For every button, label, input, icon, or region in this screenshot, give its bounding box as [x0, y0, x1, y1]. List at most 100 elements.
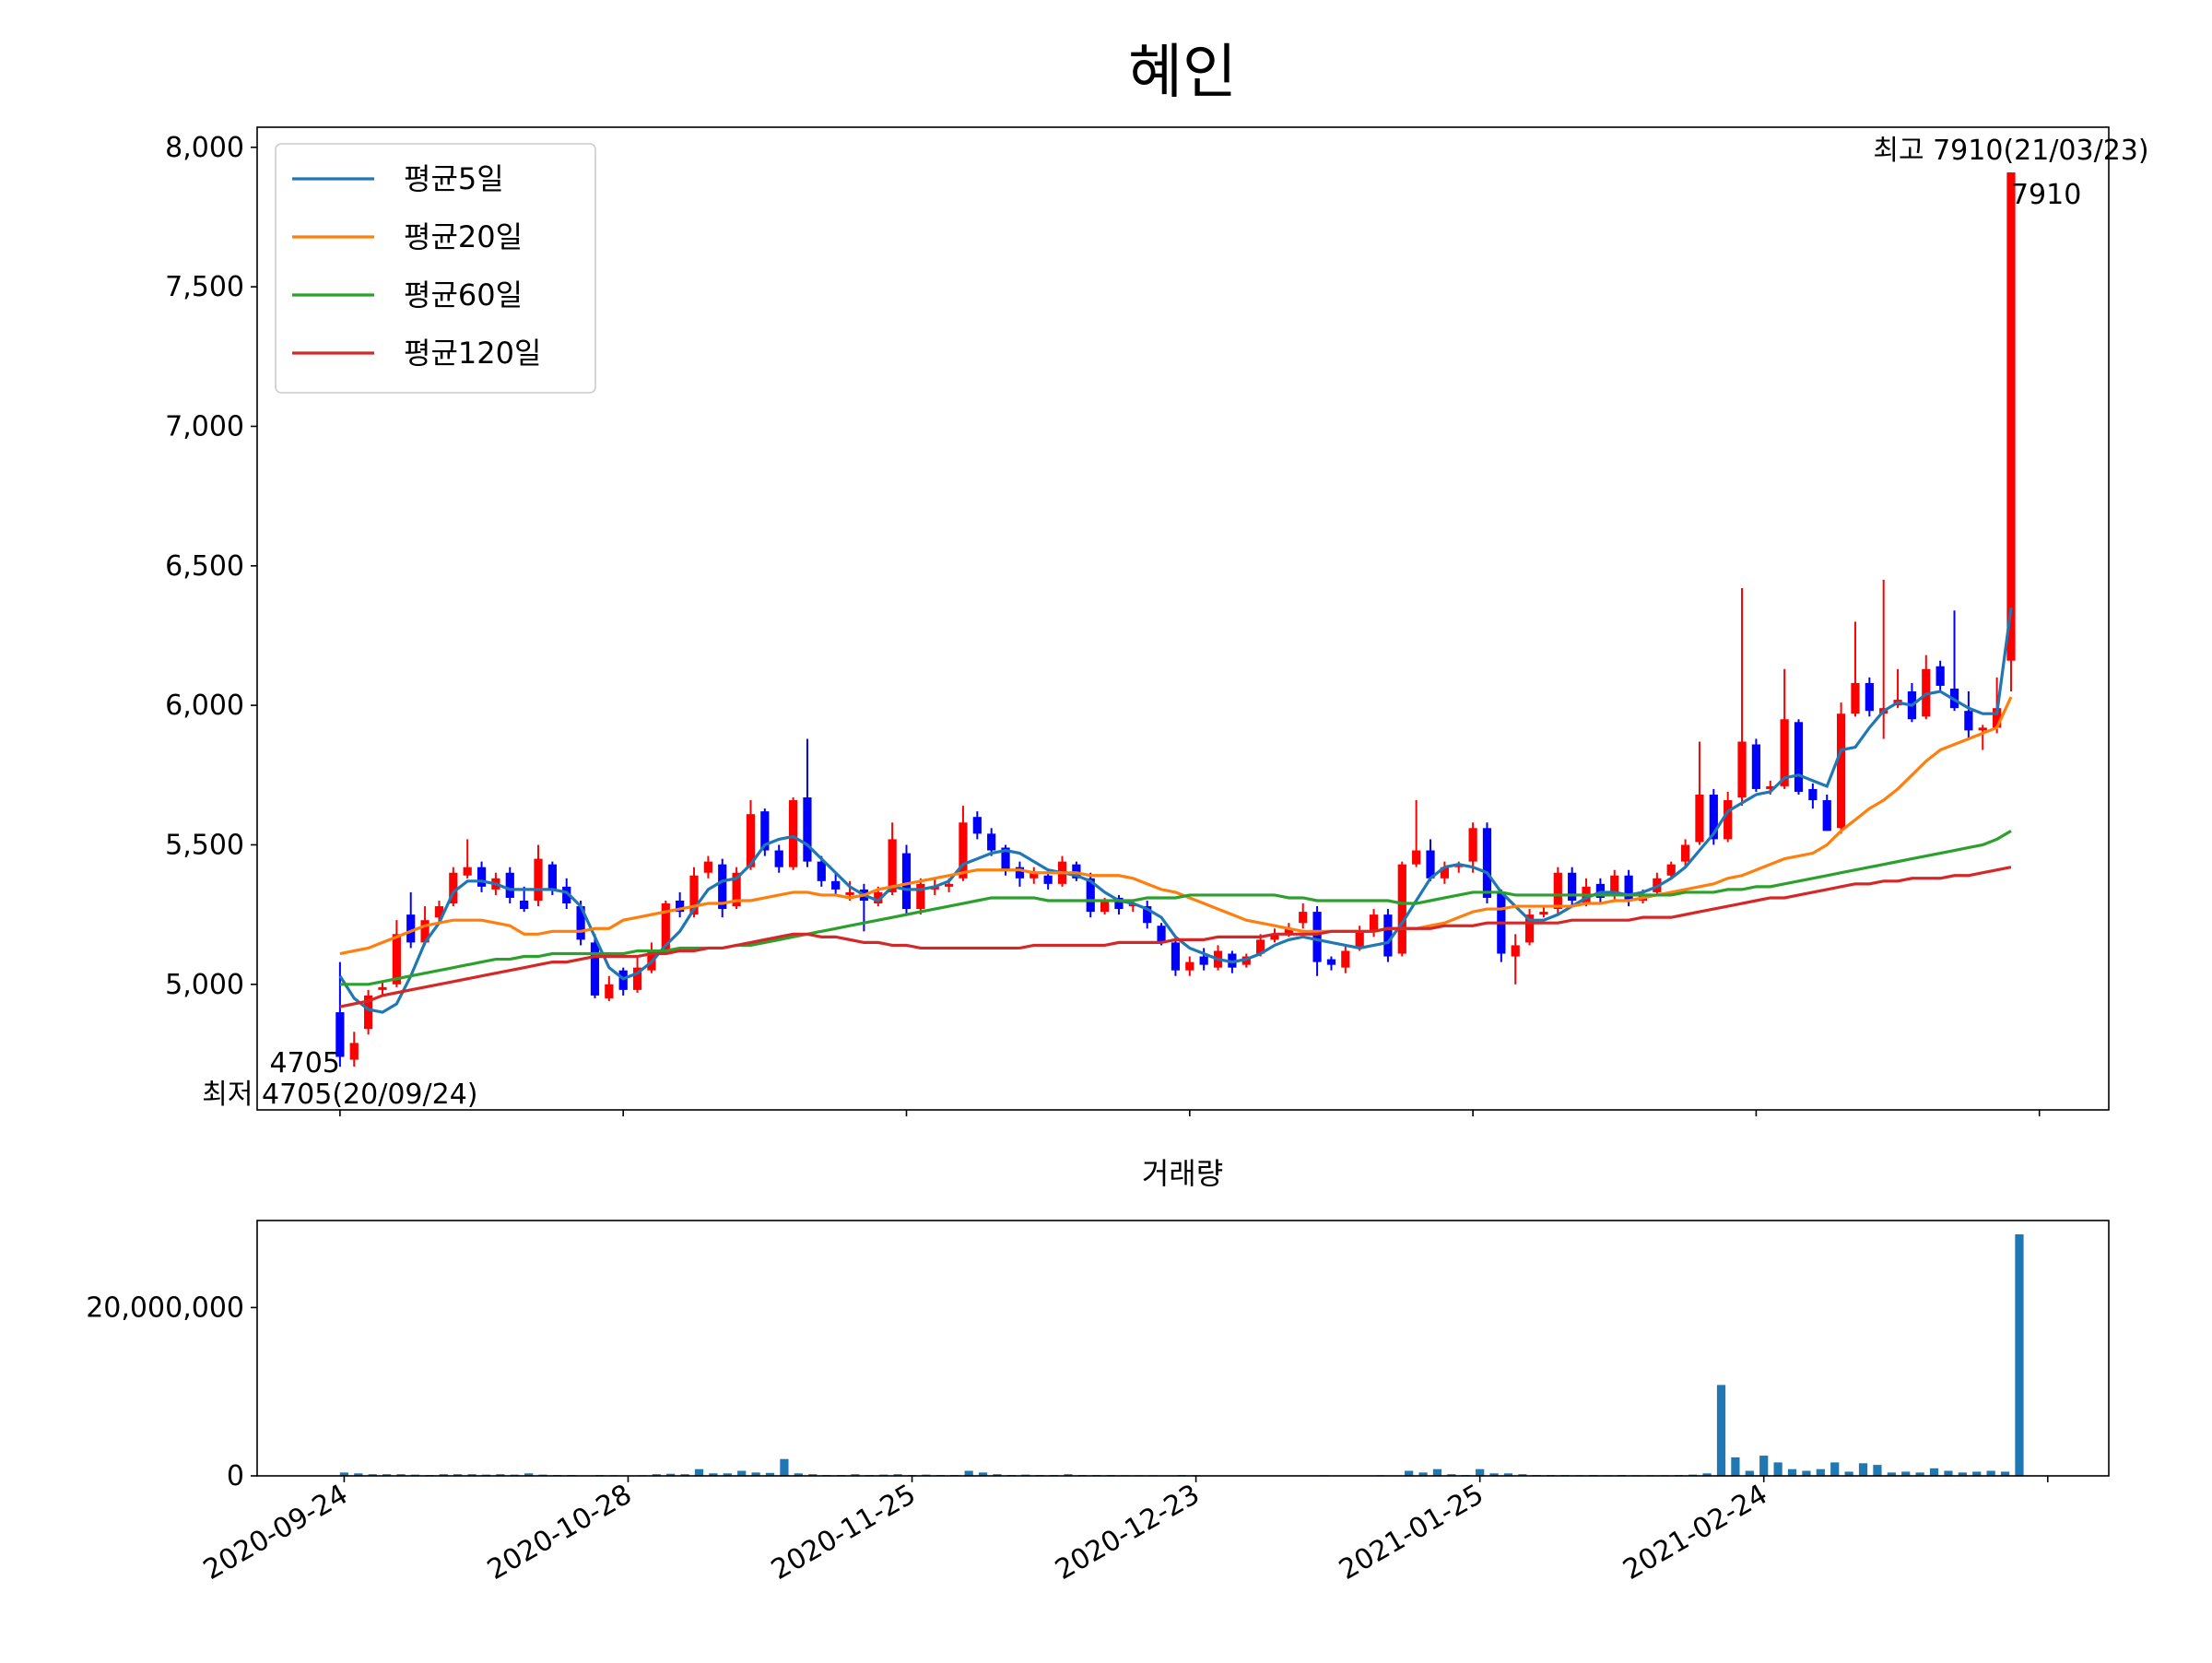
candle-body: [902, 854, 911, 910]
candle-body: [477, 867, 486, 887]
volume-bar: [1830, 1462, 1839, 1476]
candle-body: [704, 862, 712, 873]
candle-body: [1667, 865, 1676, 876]
volume-bar: [1433, 1469, 1441, 1476]
volume-bar: [1873, 1465, 1881, 1476]
candle-body: [1837, 714, 1845, 828]
candle-body: [1341, 950, 1349, 967]
volume-bar: [1717, 1385, 1725, 1476]
volume-bar: [1987, 1471, 1995, 1476]
legend-label: 평균5일: [404, 161, 504, 196]
x-tick-label: 2020-10-28: [482, 1479, 637, 1586]
volume-bar: [965, 1471, 973, 1476]
volume-bar: [1731, 1457, 1739, 1476]
volume-bar: [1859, 1463, 1867, 1476]
candle-body: [1200, 957, 1208, 965]
candle-body: [1752, 745, 1760, 789]
candle-body: [1370, 914, 1378, 931]
candle-body: [1185, 962, 1194, 971]
y-tick-label: 20,000,000: [86, 1291, 244, 1324]
candle-body: [1299, 912, 1307, 923]
candle-body: [1681, 844, 1689, 861]
low-annotation: 최저 4705(20/09/24): [202, 1079, 477, 1111]
volume-bar: [2015, 1234, 2023, 1476]
volume-bar: [1746, 1471, 1754, 1476]
candle-body: [1044, 876, 1053, 884]
candle-body: [1327, 960, 1335, 965]
candle-body: [406, 914, 415, 942]
candle-body: [888, 839, 897, 892]
candle-body: [775, 851, 783, 867]
candle-body: [1383, 914, 1392, 956]
candle-body: [818, 862, 826, 881]
volume-title: 거래량: [1142, 1156, 1223, 1191]
candle-body: [987, 833, 995, 850]
candle-body: [378, 987, 386, 990]
candle-body: [350, 1043, 359, 1059]
candle-body: [1171, 942, 1180, 970]
candle-body: [1100, 901, 1109, 912]
low-value-label: 4705: [270, 1047, 340, 1079]
y-tick-label: 7,000: [165, 410, 244, 442]
candle-body: [1398, 865, 1406, 954]
candle-body: [506, 873, 514, 898]
candle-body: [845, 892, 853, 895]
y-tick-label: 5,000: [165, 969, 244, 1001]
candle-body: [591, 942, 599, 996]
x-tick-label: 2020-11-25: [766, 1479, 921, 1586]
candle-body: [1695, 795, 1703, 842]
candle-body: [1851, 683, 1859, 714]
volume-bar: [780, 1459, 788, 1476]
legend-label: 평균20일: [404, 219, 523, 254]
candle-body: [2006, 172, 2015, 661]
volume-bar: [1802, 1471, 1810, 1476]
candle-body: [534, 859, 542, 901]
candle-body: [1468, 828, 1477, 861]
candle-body: [1808, 789, 1817, 800]
volume-bar: [1817, 1469, 1825, 1476]
volume-bar: [695, 1469, 703, 1476]
x-tick-label: 2021-02-24: [1618, 1479, 1772, 1586]
x-tick-label: 2020-09-24: [198, 1479, 353, 1586]
y-tick-label: 6,000: [165, 690, 244, 722]
volume-bar: [1405, 1471, 1413, 1476]
candle-body: [1356, 931, 1364, 948]
candle-body: [1512, 945, 1520, 956]
y-tick-label: 0: [227, 1460, 244, 1492]
ma-line: [340, 697, 2011, 953]
candle-body: [1539, 912, 1547, 914]
candle-body: [605, 985, 613, 998]
candle-body: [1483, 828, 1491, 898]
volume-bar: [1930, 1468, 1938, 1476]
y-tick-label: 8,000: [165, 132, 244, 164]
candle-body: [1979, 727, 1987, 730]
candle-body: [1936, 666, 1945, 686]
volume-bar: [1476, 1469, 1484, 1476]
y-tick-label: 6,500: [165, 550, 244, 583]
y-tick-label: 5,500: [165, 829, 244, 861]
candle-body: [548, 865, 557, 890]
legend-label: 평균120일: [404, 336, 541, 371]
y-tick-label: 7,500: [165, 271, 244, 303]
candle-body: [1554, 873, 1562, 909]
high-value-label: 7910: [2011, 179, 2081, 211]
candle-body: [1312, 912, 1321, 961]
volume-bar: [737, 1471, 746, 1476]
volume-bar: [1759, 1456, 1768, 1476]
chart-title: 혜인: [1128, 39, 1237, 107]
legend-label: 평균60일: [404, 277, 523, 313]
candle-body: [973, 817, 982, 833]
candle-body: [520, 901, 528, 909]
candle-body: [831, 881, 840, 890]
volume-bar: [1788, 1469, 1796, 1476]
candle-body: [1412, 851, 1420, 865]
candle-body: [1964, 711, 1972, 730]
candle-body: [789, 800, 797, 867]
candle-body: [1157, 926, 1165, 942]
candle-body: [1625, 876, 1633, 901]
candle-body: [1865, 683, 1874, 711]
candle-body: [803, 797, 811, 862]
candle-body: [1724, 800, 1732, 839]
